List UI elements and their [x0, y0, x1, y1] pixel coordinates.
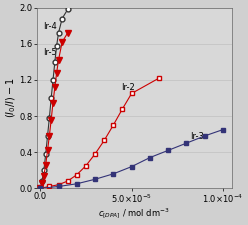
Text: Ir-5: Ir-5 [43, 48, 57, 57]
Text: Ir-3: Ir-3 [190, 132, 204, 141]
Y-axis label: $(I_0/I) - 1$: $(I_0/I) - 1$ [4, 78, 18, 118]
Text: Ir-2: Ir-2 [121, 83, 134, 92]
X-axis label: $c_{[DPA]}$ / mol dm$^{-3}$: $c_{[DPA]}$ / mol dm$^{-3}$ [98, 206, 170, 221]
Text: Ir-4: Ir-4 [43, 22, 57, 31]
